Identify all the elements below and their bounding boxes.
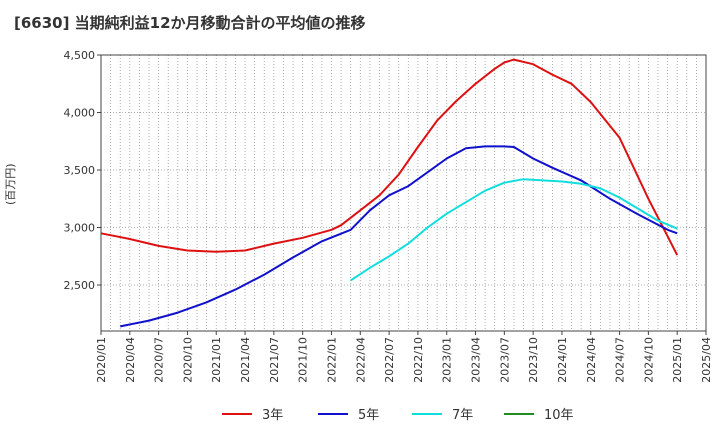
x-tick-label: 2023/01 xyxy=(441,337,454,383)
x-tick-label: 2020/07 xyxy=(153,337,166,383)
y-tick-label: 2,500 xyxy=(64,279,96,292)
x-tick-label: 2023/07 xyxy=(498,337,511,383)
x-tick-label: 2023/04 xyxy=(470,337,483,383)
x-tick-label: 2020/10 xyxy=(181,337,194,383)
x-tick-label: 2024/10 xyxy=(642,337,655,383)
x-tick-label: 2021/04 xyxy=(239,337,252,383)
legend-label: 7年 xyxy=(452,408,473,423)
x-tick-label: 2024/01 xyxy=(556,337,569,383)
y-tick-label: 3,500 xyxy=(64,164,96,177)
x-tick-label: 2021/10 xyxy=(297,337,310,383)
x-tick-label: 2023/10 xyxy=(527,337,540,383)
y-tick-label: 3,000 xyxy=(64,222,96,235)
series-line-7年 xyxy=(350,178,678,282)
x-tick-label: 2020/01 xyxy=(95,337,108,383)
plot-area xyxy=(101,55,706,331)
legend-label: 5年 xyxy=(358,408,379,423)
series-line-5年 xyxy=(120,145,678,328)
x-tick-label: 2022/07 xyxy=(383,337,396,383)
x-tick-label: 2022/04 xyxy=(354,337,367,383)
x-tick-label: 2022/10 xyxy=(412,337,425,383)
series-line-3年 xyxy=(100,58,679,256)
y-tick-label: 4,000 xyxy=(64,107,96,120)
x-tick-label: 2021/01 xyxy=(210,337,223,383)
x-tick-label: 2025/04 xyxy=(700,337,713,383)
legend-label: 3年 xyxy=(262,408,283,423)
x-tick-label: 2025/01 xyxy=(671,337,684,383)
x-tick-label: 2024/04 xyxy=(585,337,598,383)
y-tick-label: 4,500 xyxy=(64,49,96,62)
x-tick-label: 2022/01 xyxy=(325,337,338,383)
legend-label: 10年 xyxy=(544,408,574,423)
x-tick-label: 2021/07 xyxy=(268,337,281,383)
x-tick-label: 2024/07 xyxy=(614,337,627,383)
chart-title: [6630] 当期純利益12か月移動合計の平均値の推移 xyxy=(14,14,366,32)
x-tick-label: 2020/04 xyxy=(124,337,137,383)
plot-border xyxy=(100,54,707,332)
